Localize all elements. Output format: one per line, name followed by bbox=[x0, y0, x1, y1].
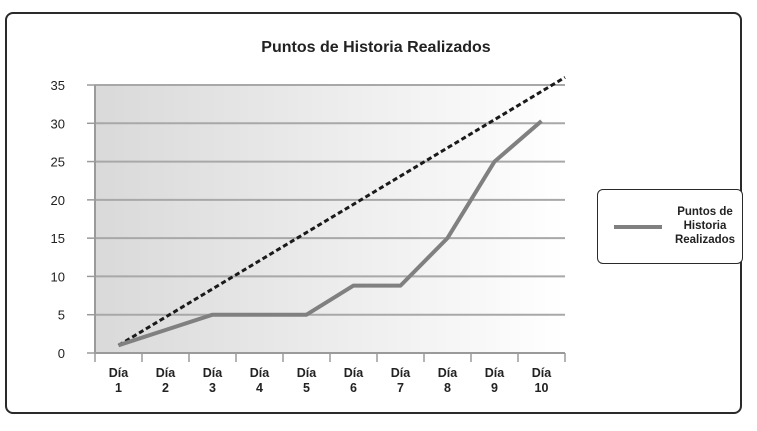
x-tick-label: Día 1 bbox=[109, 366, 130, 395]
legend-label-line-1: Puntos de bbox=[677, 206, 733, 218]
y-tick-label: 10 bbox=[51, 269, 65, 284]
series-line-puntos-realizados bbox=[117, 119, 543, 348]
legend: Puntos de Historia Realizados bbox=[597, 189, 743, 264]
chart-title: Puntos de Historia Realizados bbox=[261, 39, 490, 56]
x-tick-label: Día 6 bbox=[344, 366, 365, 395]
y-tick-label: 25 bbox=[51, 155, 65, 170]
y-tick-label: 5 bbox=[58, 308, 65, 323]
ideal-reference-line bbox=[117, 76, 566, 347]
y-tick-label: 35 bbox=[51, 78, 65, 93]
y-tick-label: 20 bbox=[51, 193, 65, 208]
legend-swatch bbox=[614, 225, 662, 229]
legend-label: Puntos de Historia Realizados bbox=[670, 205, 740, 247]
legend-label-line-2: Historia bbox=[683, 220, 727, 232]
legend-label-line-3: Realizados bbox=[674, 234, 736, 246]
plot-area bbox=[95, 85, 565, 353]
y-tick-labels: 0 5 10 15 20 25 30 35 bbox=[51, 78, 65, 361]
x-tick-label: Día 5 bbox=[297, 366, 318, 395]
grid-lines bbox=[87, 84, 565, 354]
y-tick-label: 30 bbox=[51, 116, 65, 131]
x-tick-label: Día 7 bbox=[391, 366, 412, 395]
y-tick-label: 15 bbox=[51, 231, 65, 246]
y-tick-label: 0 bbox=[58, 346, 65, 361]
x-tick-label: Día 4 bbox=[250, 366, 271, 395]
x-tick-label: Día 2 bbox=[156, 366, 177, 395]
x-tick-label: Día 10 bbox=[532, 366, 553, 395]
x-tick-labels: Día 1 Día 2 Día 3 Día 4 Día 5 Día 6 Día 7 Día 8 Día 9 Día 1… bbox=[94, 353, 566, 395]
x-tick-label: Día 3 bbox=[203, 366, 224, 395]
x-tick-label: Día 9 bbox=[485, 366, 506, 395]
x-tick-label: Día 8 bbox=[438, 366, 459, 395]
